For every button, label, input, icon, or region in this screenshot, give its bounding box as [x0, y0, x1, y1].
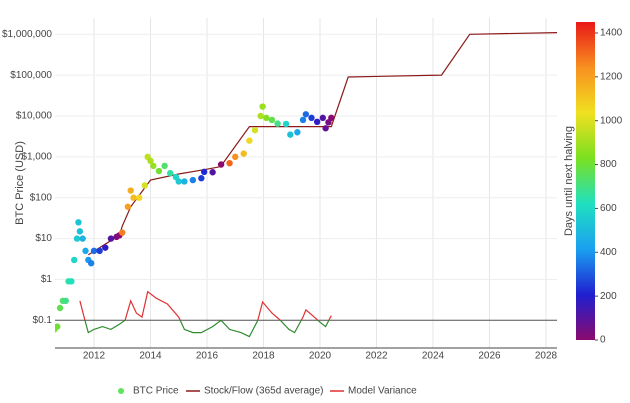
legend-label: Stock/Flow (365d average)	[204, 386, 324, 397]
price-point	[119, 229, 126, 236]
price-point	[175, 178, 182, 185]
price-point	[130, 194, 137, 201]
price-point	[200, 168, 208, 176]
price-point	[299, 116, 307, 124]
legend-label: BTC Price	[133, 386, 179, 397]
y-axis-title: BTC Price (USD)	[14, 141, 26, 225]
variance-line-below	[84, 320, 330, 338]
colorbar-tick-label: 1400	[600, 28, 623, 39]
stock-flow-line	[87, 32, 557, 256]
price-point	[96, 247, 103, 255]
plot-area	[55, 32, 557, 338]
colorbar-tick-label: 400	[600, 247, 617, 258]
y-tick-label: $1	[41, 274, 53, 285]
colorbar-tick-label: 600	[600, 203, 617, 214]
y-tick-label: $10	[35, 233, 52, 244]
price-point	[198, 175, 205, 182]
price-point	[313, 118, 321, 126]
price-point	[75, 219, 82, 226]
price-point	[263, 114, 270, 122]
price-point	[62, 297, 69, 305]
price-point	[226, 159, 233, 167]
x-tick-label: 2028	[535, 351, 558, 362]
price-point	[319, 114, 327, 122]
colorbar	[576, 22, 595, 340]
price-point	[55, 323, 61, 330]
legend-marker	[118, 388, 124, 394]
price-point	[124, 203, 132, 210]
price-point	[82, 247, 89, 255]
price-point	[79, 235, 86, 242]
colorbar-tick-label: 800	[600, 159, 617, 170]
price-point	[135, 194, 143, 201]
price-point	[232, 153, 239, 161]
x-tick-label: 2012	[83, 351, 106, 362]
colorbar-tick-label: 0	[600, 335, 606, 346]
price-point	[73, 235, 81, 242]
x-tick-label: 2018	[252, 351, 275, 362]
price-point	[102, 244, 109, 251]
price-point	[274, 120, 281, 127]
price-point	[155, 167, 163, 175]
price-point	[107, 235, 115, 242]
price-point	[189, 176, 197, 184]
price-point	[181, 178, 188, 185]
price-point	[127, 187, 134, 194]
price-point	[308, 114, 315, 122]
legend-label: Model Variance	[348, 386, 417, 397]
y-tick-label: $100	[30, 192, 53, 203]
price-point	[150, 162, 157, 170]
x-tick-label: 2016	[196, 351, 219, 362]
y-tick-label: $1,000	[21, 151, 52, 162]
price-point	[287, 131, 294, 138]
price-point	[76, 228, 84, 235]
price-point	[282, 120, 290, 128]
colorbar-tick-label: 1200	[600, 71, 623, 82]
price-point	[294, 129, 301, 136]
colorbar-tick-label: 1000	[600, 115, 623, 126]
price-point	[141, 182, 149, 189]
x-tick-label: 2022	[365, 351, 388, 362]
price-point	[71, 256, 78, 264]
price-point	[322, 125, 329, 132]
price-point	[161, 162, 168, 170]
price-point	[246, 137, 253, 144]
price-point	[302, 111, 310, 118]
y-tick-label: $0.1	[33, 315, 53, 326]
colorbar-tick-label: 200	[600, 291, 617, 302]
colorbar-title: Days until next halving	[563, 126, 575, 236]
price-point	[217, 161, 225, 168]
y-tick-label: $10,000	[16, 111, 53, 122]
price-point	[257, 112, 264, 120]
price-point	[259, 103, 266, 110]
x-tick-label: 2014	[139, 351, 162, 362]
y-tick-label: $1,000,000	[2, 29, 52, 40]
price-point	[147, 157, 154, 165]
price-point	[268, 116, 276, 124]
price-point	[56, 304, 64, 312]
price-point	[240, 150, 247, 157]
price-point	[209, 169, 216, 176]
price-point	[87, 259, 95, 267]
x-tick-label: 2026	[478, 351, 501, 362]
price-point	[251, 126, 259, 134]
y-tick-label: $100,000	[10, 70, 52, 81]
price-point	[167, 169, 174, 177]
price-point	[328, 114, 335, 122]
price-point	[90, 247, 98, 255]
x-tick-label: 2024	[422, 351, 445, 362]
price-point	[68, 278, 75, 285]
x-tick-label: 2020	[309, 351, 332, 362]
